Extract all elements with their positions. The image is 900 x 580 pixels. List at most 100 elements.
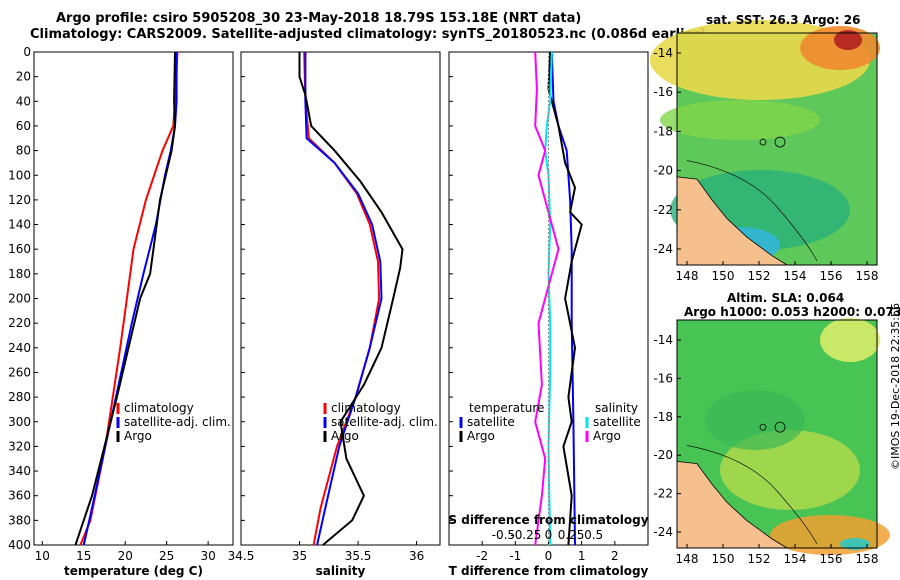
map-lon-label: 154: [784, 269, 807, 283]
map-lon-label: 154: [784, 552, 807, 566]
y-tick-label: 40: [16, 94, 31, 108]
x-axis-label: temperature (deg C): [64, 564, 203, 578]
y-tick-label: 220: [8, 316, 31, 330]
sla-map-title-1: Altim. SLA: 0.064: [727, 291, 845, 305]
y-tick-label: 300: [8, 415, 31, 429]
series-line-s-satellite: [544, 51, 553, 546]
map-lon-label: 158: [856, 269, 879, 283]
series-line-t-satellite: [550, 51, 576, 546]
x-tick-label: 2: [611, 549, 619, 563]
map-lon-label: 148: [676, 552, 699, 566]
sla-map-frame: [676, 319, 878, 549]
y-tick-label: 380: [8, 513, 31, 527]
map-lon-label: 150: [712, 269, 735, 283]
legend-label: climatology: [331, 401, 401, 415]
map-lat-label: -22: [653, 487, 673, 501]
map-lon-label: 156: [820, 269, 843, 283]
x-tick-label: 35.5: [345, 549, 372, 563]
plot-frame-salinity: [240, 51, 441, 546]
sla-island-outline: [774, 421, 786, 433]
map-lon-label: 148: [676, 269, 699, 283]
sst-map-frame: [676, 32, 878, 266]
series-line-argo: [298, 52, 404, 546]
sla-map: [676, 318, 890, 555]
x-tick-label: 25: [159, 549, 174, 563]
legend-label: satellite-adj. clim.: [124, 415, 231, 429]
map-lat-label: -14: [653, 333, 673, 347]
y-tick-label: 20: [16, 70, 31, 84]
title-line-2: Climatology: CARS2009. Satellite-adjuste…: [30, 27, 706, 42]
sla-map-field-patch: [840, 538, 870, 550]
plot-frame-temperature: [33, 51, 234, 546]
sla-map-title-2: Argo h1000: 0.053 h2000: 0.073: [684, 305, 900, 319]
x-tick-label: 34.5: [228, 549, 255, 563]
x-tick-label: 10: [35, 549, 50, 563]
imos-credit: ©IMOS 19-Dec-2018 22:35:56: [889, 303, 900, 470]
y-tick-label: 100: [8, 168, 31, 182]
legend-label: climatology: [124, 401, 194, 415]
map-lat-label: -20: [653, 164, 673, 178]
secondary-axis-label: S difference from climatology: [448, 513, 648, 527]
title-line-1: Argo profile: csiro 5905208_30 23-May-20…: [56, 11, 582, 26]
map-lon-label: 156: [820, 552, 843, 566]
y-tick-label: 180: [8, 267, 31, 281]
y-tick-label: 80: [16, 144, 31, 158]
legend-label: Argo: [467, 429, 495, 443]
map-lat-label: -22: [653, 203, 673, 217]
sst-island-outline: [774, 136, 786, 148]
map-lon-label: 152: [748, 552, 771, 566]
map-lat-label: -24: [653, 525, 673, 539]
series-line-climatology: [303, 51, 381, 546]
x-tick-label: -1: [509, 549, 521, 563]
legend-title: temperature: [469, 401, 544, 415]
x-tick-label: 20: [118, 549, 133, 563]
secondary-tick-label: -0.25: [510, 528, 541, 542]
x-tick-label: 1: [578, 549, 586, 563]
series-line-t-argo: [547, 51, 583, 546]
map-lat-label: -18: [653, 410, 673, 424]
y-tick-label: 120: [8, 193, 31, 207]
x-tick-label: 35: [292, 549, 307, 563]
legend-label: satellite-adj. clim.: [331, 415, 438, 429]
map-lat-label: -16: [653, 85, 673, 99]
legend-label: Argo: [593, 429, 621, 443]
map-lat-label: -18: [653, 124, 673, 138]
legend-label: Argo: [331, 429, 359, 443]
x-tick-label: 30: [200, 549, 215, 563]
map-lat-label: -24: [653, 242, 673, 256]
x-tick-label: 0: [545, 549, 553, 563]
x-axis-label: salinity: [316, 564, 366, 578]
map-lat-label: -20: [653, 448, 673, 462]
sla-map-field-patch: [820, 318, 880, 362]
y-tick-label: 0: [23, 45, 31, 59]
x-tick-label: -2: [476, 549, 488, 563]
y-tick-label: 360: [8, 489, 31, 503]
y-tick-label: 400: [8, 538, 31, 552]
y-tick-label: 160: [8, 242, 31, 256]
x-tick-label: 15: [76, 549, 91, 563]
sla-map-field-patch: [705, 390, 805, 450]
series-line-satellite-adj-clim-: [304, 52, 383, 546]
y-tick-label: 340: [8, 464, 31, 478]
map-lat-label: -16: [653, 371, 673, 385]
legend-label: satellite: [467, 415, 515, 429]
y-tick-label: 60: [16, 119, 31, 133]
y-tick-label: 240: [8, 341, 31, 355]
series-line-argo: [74, 51, 177, 546]
sst-map-title: sat. SST: 26.3 Argo: 26: [706, 13, 861, 27]
x-tick-label: 36: [409, 549, 424, 563]
sla-reef-outline: [686, 445, 818, 545]
sst-island-outline: [759, 138, 767, 146]
y-tick-label: 260: [8, 365, 31, 379]
secondary-tick-label: 0.5: [584, 528, 603, 542]
sla-island-outline: [759, 423, 767, 431]
legend-title: salinity: [595, 401, 638, 415]
legend-label: satellite: [593, 415, 641, 429]
y-tick-label: 200: [8, 292, 31, 306]
sst-map-field-patch: [834, 30, 862, 50]
secondary-tick-label: 0.25: [558, 528, 585, 542]
sst-map: [650, 20, 880, 266]
secondary-tick-label: -0.5: [492, 528, 515, 542]
legend-label: Argo: [124, 429, 152, 443]
sst-map-field-patch: [660, 100, 820, 140]
